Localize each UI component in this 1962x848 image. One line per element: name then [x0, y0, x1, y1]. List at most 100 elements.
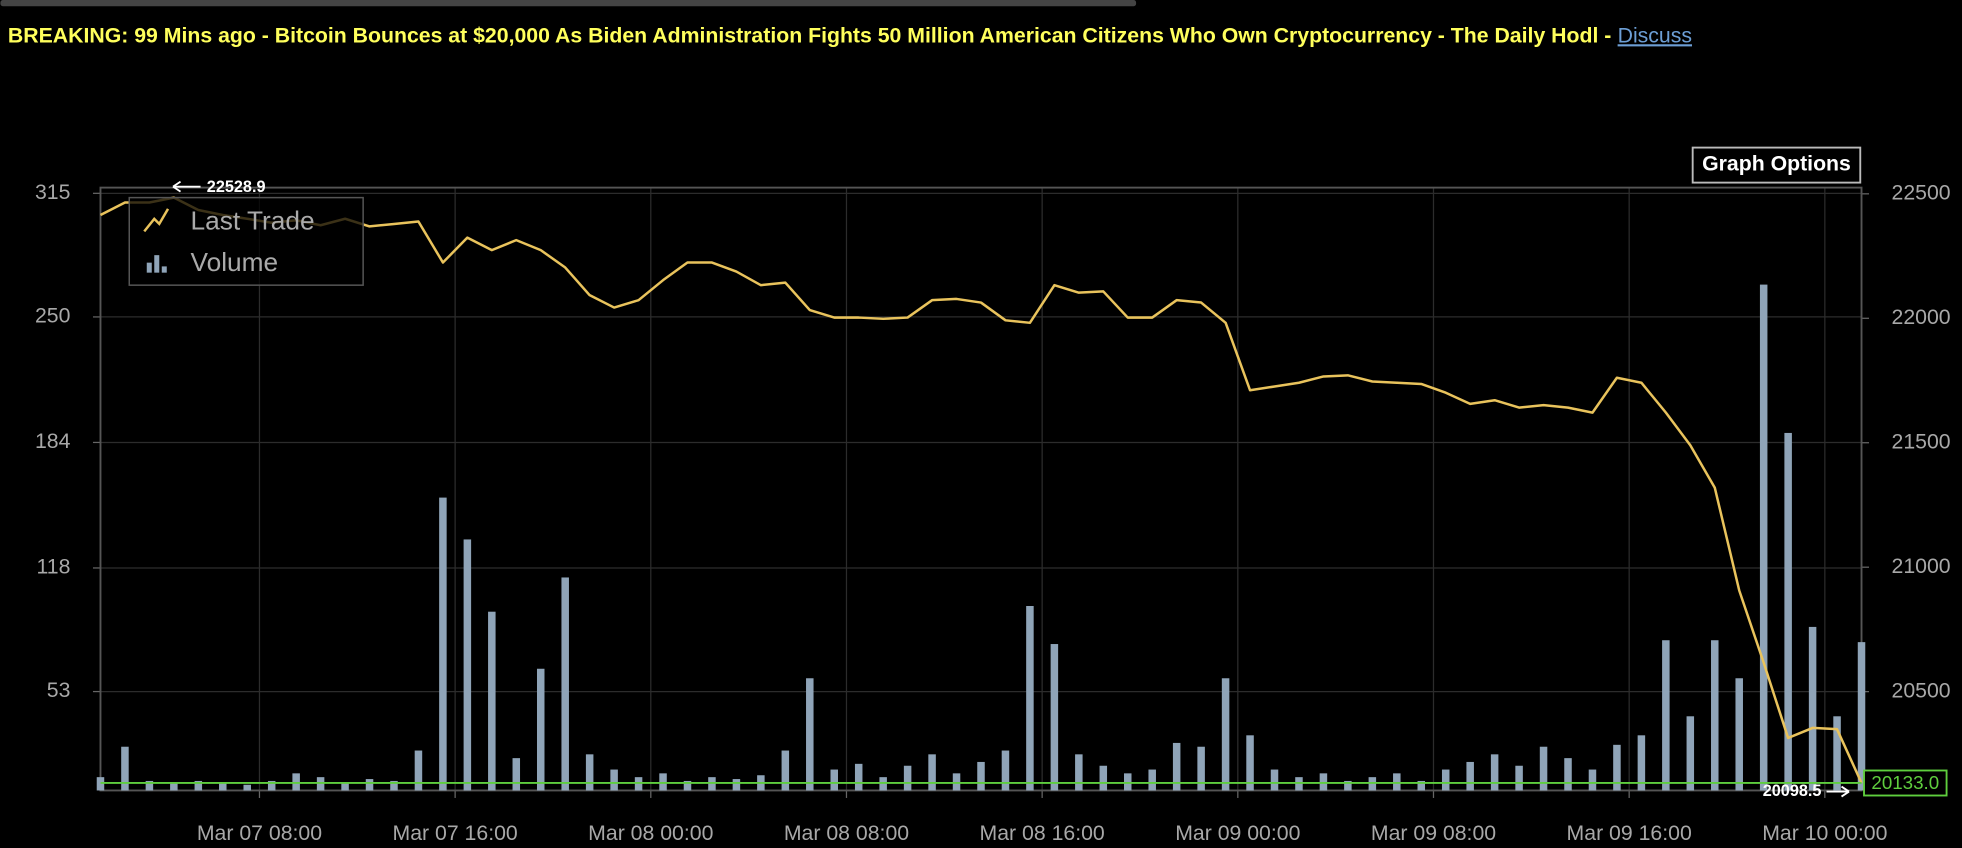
high-arrowhead [172, 180, 182, 193]
y-tick-label: 118 [37, 555, 71, 579]
volume-bar [1735, 678, 1743, 791]
volume-bar [952, 773, 961, 791]
volume-bar [1808, 626, 1817, 791]
y2-tick-label: 20500 [1892, 678, 1951, 702]
volume-bar [1172, 742, 1181, 791]
plot: Mar 07 08:00 Mar 07 16:00 Mar 08 00:00 Mar … [35, 178, 1951, 845]
y2-tick-label: 21500 [1892, 429, 1951, 453]
volume-bar [219, 782, 227, 791]
volume-bar [1270, 769, 1279, 791]
x-tick-label: Mar 09 08:00 [1371, 821, 1496, 845]
volume-bar [903, 765, 912, 791]
volume-bar [1662, 640, 1670, 791]
volume-bar [1001, 750, 1010, 791]
y-tick-label: 315 [35, 180, 70, 204]
x-tick-label: Mar 08 08:00 [784, 821, 909, 845]
legend-icon [146, 262, 152, 273]
volume-bar [561, 577, 569, 791]
volume-bar [243, 784, 251, 791]
volume-bar [1686, 716, 1695, 791]
headline-row: BREAKING: 99 Mins ago - Bitcoin Bounces … [8, 23, 1692, 47]
volume-bar [1588, 769, 1597, 791]
volume-bar [267, 780, 276, 791]
volume-bar [1124, 773, 1132, 791]
volume-bar [1490, 754, 1499, 791]
x-tick-label: Mar 09 00:00 [1175, 821, 1300, 845]
volume-bar [390, 780, 398, 791]
volume-bar [1857, 642, 1866, 791]
volume-bar [439, 497, 447, 791]
volume-bar [1393, 773, 1401, 791]
volume-bar [1417, 780, 1426, 791]
volume-bar [1833, 716, 1841, 791]
legend-label: Volume [191, 247, 279, 277]
volume-bar [806, 678, 814, 791]
volume-bar [536, 668, 545, 791]
volume-bar [1711, 640, 1719, 791]
volume-bar [1099, 765, 1108, 791]
price-line [99, 196, 1863, 784]
x-tick-label: Mar 07 08:00 [197, 821, 322, 845]
volume-bar [365, 779, 374, 791]
last-price-box [1863, 769, 1948, 797]
y-tick-label: 184 [35, 429, 71, 453]
volume-bar [659, 773, 667, 791]
volume-bar [1344, 780, 1352, 791]
low-label: 20098.5 [1763, 782, 1822, 800]
volume-bar [1466, 761, 1474, 791]
volume-bar [1050, 644, 1059, 791]
volume-bar [1197, 746, 1205, 791]
volume-bar [121, 746, 129, 791]
x-tick-label: Mar 08 16:00 [980, 821, 1105, 845]
volume-bar [683, 780, 692, 791]
volume-bar [414, 750, 423, 791]
legend-icon [154, 255, 160, 273]
volume-bar [1221, 678, 1230, 791]
y2-tick-label: 21000 [1892, 554, 1951, 578]
y2-tick-label: 22500 [1892, 180, 1951, 204]
volume-bar [1075, 754, 1083, 791]
volume-bar [610, 769, 618, 791]
volume-bar [194, 780, 203, 791]
y-tick-label: 250 [35, 304, 70, 328]
volume-bar [292, 773, 300, 791]
volume-bar [732, 779, 741, 791]
discuss-link[interactable]: Discuss [1618, 23, 1692, 47]
graph-options-label[interactable]: Graph Options [1702, 152, 1851, 176]
volume-bar [977, 761, 985, 791]
volume-bar [830, 769, 838, 791]
headline: BREAKING: 99 Mins ago - Bitcoin Bounces … [8, 23, 1611, 47]
x-tick-label: Mar 10 00:00 [1762, 821, 1887, 845]
volume-bar [1637, 735, 1646, 791]
volume-bar [781, 750, 790, 791]
volume-bar [145, 780, 154, 791]
volume-bar [1441, 769, 1450, 791]
x-tick-label: Mar 09 16:00 [1567, 821, 1692, 845]
volume-bar [1026, 605, 1034, 791]
volume-bar [1246, 735, 1254, 791]
high-label: 22528.9 [207, 178, 266, 196]
volume-bar [488, 611, 496, 791]
volume-bar [1148, 769, 1156, 791]
volume-bar [1613, 744, 1621, 791]
legend-icon [143, 208, 170, 233]
volume-bar [854, 763, 863, 791]
volume-bar [585, 754, 594, 791]
volume-bar [1539, 746, 1548, 791]
x-tick-label: Mar 07 16:00 [393, 821, 518, 845]
legend-label: Last Trade [191, 206, 315, 236]
legend-box [128, 196, 364, 286]
volume-bar [1515, 765, 1523, 791]
volume-bar [341, 782, 349, 791]
scrollbar [0, 0, 1137, 7]
volume-bar [1319, 773, 1328, 791]
volume-bar [170, 782, 178, 791]
last-price-label: 20133.0 [1871, 772, 1939, 793]
volume-bar [463, 539, 472, 791]
low-arrowhead [1840, 785, 1850, 798]
graph-options-button[interactable] [1691, 146, 1862, 184]
y-tick-label: 53 [47, 678, 71, 702]
